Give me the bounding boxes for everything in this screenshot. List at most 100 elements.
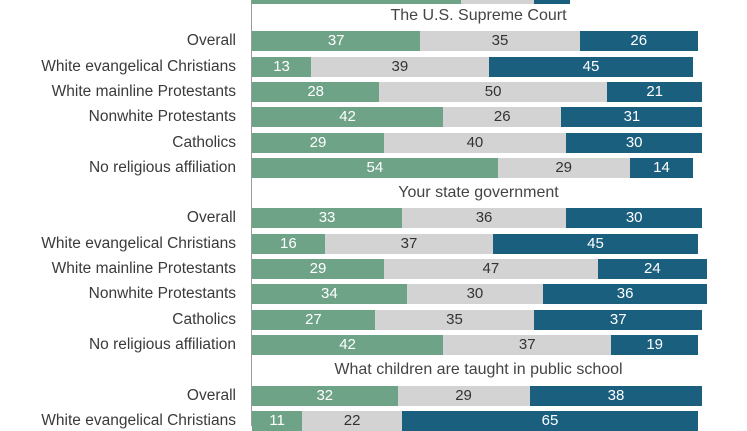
data-label: 45 (587, 234, 604, 252)
bar-segment (529, 385, 703, 406)
bar-segment (383, 132, 566, 153)
bar-segment (461, 0, 535, 4)
category-label: Overall (186, 386, 236, 404)
data-label: 35 (491, 32, 509, 50)
category-label: White evangelical Christians (41, 411, 236, 429)
bar-segment (534, 309, 703, 330)
category-label: No religious affiliation (88, 158, 236, 176)
data-label: 30 (625, 209, 643, 227)
bar-segment (252, 284, 407, 305)
bar-segment (252, 31, 421, 52)
bar-segment (252, 107, 444, 128)
bar-segment (534, 0, 571, 4)
data-label: 34 (321, 285, 338, 303)
bar-segment (406, 284, 544, 305)
data-label: 54 (366, 158, 384, 176)
data-label: 37 (609, 310, 627, 328)
data-label: 29 (309, 133, 327, 151)
bar-segment (420, 31, 580, 52)
bar-segment (443, 334, 612, 355)
data-label: 29 (455, 386, 472, 404)
category-label: White mainline Protestants (51, 82, 236, 100)
data-label: 33 (318, 209, 336, 227)
category-label: Overall (186, 209, 236, 227)
data-label: 13 (273, 57, 290, 75)
bar-segment (252, 309, 375, 330)
data-label: 22 (343, 411, 361, 429)
data-label: 31 (623, 108, 641, 126)
bar-segment (543, 284, 707, 305)
group-title: What children are taught in public schoo… (334, 361, 623, 379)
data-label: 42 (339, 108, 356, 126)
bar-segment (374, 309, 535, 330)
bar-segment (629, 157, 694, 178)
axis-line (251, 0, 252, 426)
group-title: The U.S. Supreme Court (390, 7, 567, 24)
data-label: 26 (493, 108, 511, 126)
data-label: 40 (466, 133, 484, 151)
bar-segment (606, 81, 703, 102)
data-label: 37 (518, 335, 536, 353)
bar-segment (611, 334, 698, 355)
bar-segment (565, 132, 703, 153)
data-label: 16 (280, 234, 297, 252)
category-label: Catholics (172, 133, 236, 151)
data-label: 65 (541, 411, 559, 429)
category-label: White evangelical Christians (41, 234, 236, 252)
bar-segment (252, 0, 462, 4)
bar-segment (311, 56, 489, 77)
bar-segment (488, 56, 694, 77)
data-label: 30 (625, 133, 643, 151)
bar-segment (597, 259, 707, 279)
bar-segment (493, 233, 698, 254)
data-label: 29 (309, 260, 327, 277)
bar-segment (252, 259, 384, 279)
data-label: 14 (653, 158, 670, 176)
bar-segment (561, 107, 703, 128)
data-label: 38 (607, 386, 625, 404)
data-label: 45 (582, 57, 600, 75)
data-label: 42 (339, 335, 356, 353)
data-label: 36 (475, 209, 493, 227)
bar-segment (579, 31, 698, 52)
category-label: Overall (186, 32, 236, 50)
data-label: 50 (484, 82, 502, 100)
data-label: 19 (646, 335, 663, 353)
bar-segment (252, 56, 312, 77)
bar-segment (252, 81, 380, 102)
bar-segment (383, 259, 598, 279)
data-label: 27 (305, 310, 322, 328)
bar-segment (252, 208, 403, 229)
bar-segment (324, 233, 494, 254)
data-label: 21 (646, 82, 663, 100)
data-label: 32 (316, 386, 334, 404)
data-label: 28 (307, 82, 325, 100)
bar-segment (497, 157, 630, 178)
group-title: Your state government (398, 184, 559, 202)
data-label: 26 (630, 32, 648, 50)
bar-segment (443, 107, 562, 128)
bar-segment (565, 208, 703, 229)
category-label: Catholics (172, 310, 236, 328)
bar-segment (402, 208, 566, 229)
category-label: Nonwhite Protestants (88, 285, 236, 303)
data-label: 24 (644, 260, 661, 277)
data-label: 36 (616, 285, 634, 303)
bar-segment (379, 81, 607, 102)
bar-segment (252, 334, 444, 355)
category-label: No religious affiliation (88, 335, 236, 353)
data-label: 11 (269, 411, 285, 429)
category-label: White mainline Protestants (51, 260, 236, 277)
data-label: 47 (482, 260, 500, 277)
data-label: 30 (466, 285, 484, 303)
category-label: White evangelical Christians (41, 57, 236, 75)
data-label: 37 (400, 234, 418, 252)
bar-segment (252, 385, 398, 406)
bar-segment (252, 157, 498, 178)
bar-segment (252, 132, 384, 153)
data-label: 29 (555, 158, 572, 176)
data-label: 39 (391, 57, 409, 75)
bar-segment (252, 233, 325, 254)
bar-segment (397, 385, 530, 406)
